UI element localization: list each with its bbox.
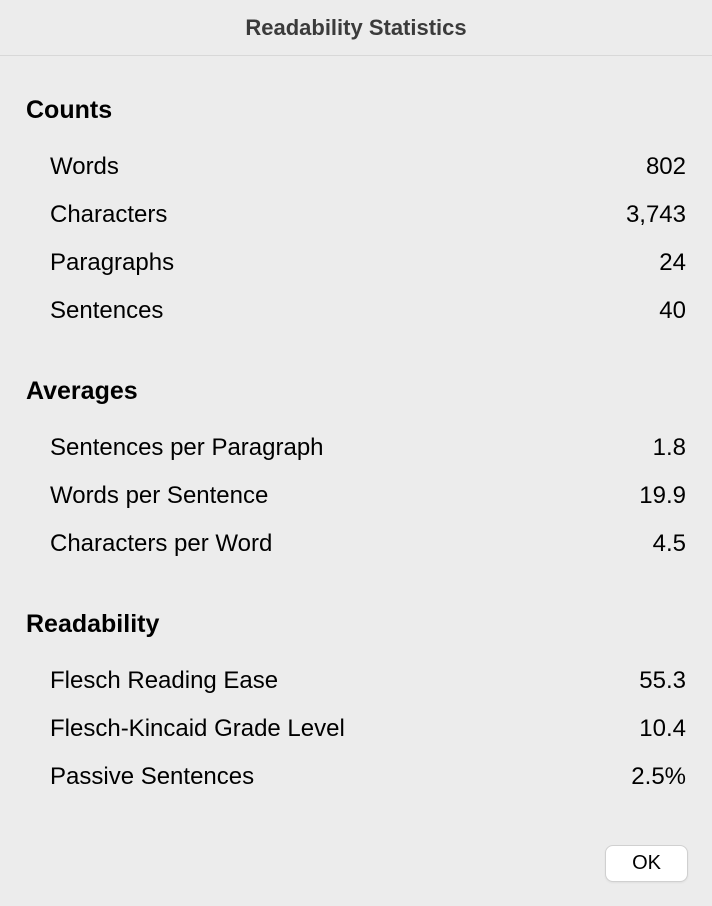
label-flesch-kincaid-grade: Flesch-Kincaid Grade Level: [26, 715, 345, 743]
label-characters: Characters: [26, 201, 167, 229]
row-passive-sentences: Passive Sentences 2.5%: [26, 753, 686, 801]
row-characters-per-word: Characters per Word 4.5: [26, 520, 686, 568]
value-words-per-sentence: 19.9: [639, 482, 686, 510]
label-sentences: Sentences: [26, 297, 163, 325]
label-paragraphs: Paragraphs: [26, 249, 174, 277]
value-flesch-reading-ease: 55.3: [639, 667, 686, 695]
label-sentences-per-paragraph: Sentences per Paragraph: [26, 434, 324, 462]
value-paragraphs: 24: [659, 249, 686, 277]
label-words: Words: [26, 153, 119, 181]
row-characters: Characters 3,743: [26, 191, 686, 239]
section-counts: Counts Words 802 Characters 3,743 Paragr…: [26, 96, 686, 335]
dialog-footer: OK: [0, 829, 712, 906]
row-words: Words 802: [26, 143, 686, 191]
label-words-per-sentence: Words per Sentence: [26, 482, 268, 510]
row-paragraphs: Paragraphs 24: [26, 239, 686, 287]
section-readability: Readability Flesch Reading Ease 55.3 Fle…: [26, 610, 686, 801]
value-characters: 3,743: [626, 201, 686, 229]
row-words-per-sentence: Words per Sentence 19.9: [26, 472, 686, 520]
section-heading-counts: Counts: [26, 96, 686, 125]
label-passive-sentences: Passive Sentences: [26, 763, 254, 791]
row-sentences-per-paragraph: Sentences per Paragraph 1.8: [26, 424, 686, 472]
dialog-content: Counts Words 802 Characters 3,743 Paragr…: [0, 56, 712, 829]
row-sentences: Sentences 40: [26, 287, 686, 335]
section-heading-averages: Averages: [26, 377, 686, 406]
section-averages: Averages Sentences per Paragraph 1.8 Wor…: [26, 377, 686, 568]
ok-button[interactable]: OK: [605, 845, 688, 882]
section-heading-readability: Readability: [26, 610, 686, 639]
label-flesch-reading-ease: Flesch Reading Ease: [26, 667, 278, 695]
value-words: 802: [646, 153, 686, 181]
value-sentences: 40: [659, 297, 686, 325]
value-flesch-kincaid-grade: 10.4: [639, 715, 686, 743]
row-flesch-kincaid-grade: Flesch-Kincaid Grade Level 10.4: [26, 705, 686, 753]
row-flesch-reading-ease: Flesch Reading Ease 55.3: [26, 657, 686, 705]
value-sentences-per-paragraph: 1.8: [653, 434, 686, 462]
value-characters-per-word: 4.5: [653, 530, 686, 558]
value-passive-sentences: 2.5%: [631, 763, 686, 791]
dialog-title: Readability Statistics: [0, 0, 712, 56]
label-characters-per-word: Characters per Word: [26, 530, 272, 558]
